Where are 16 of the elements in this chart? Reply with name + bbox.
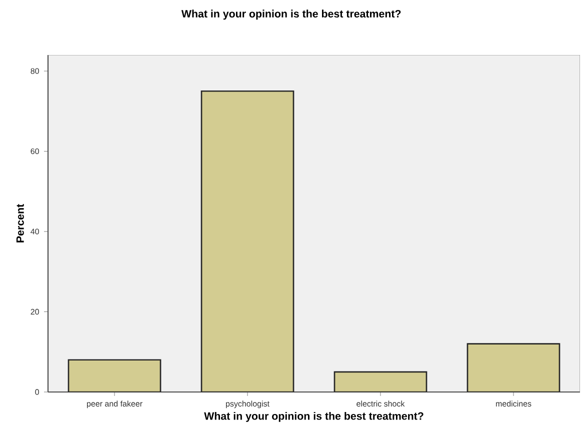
y-tick-label: 40 bbox=[30, 228, 39, 234]
bar bbox=[334, 371, 428, 392]
y-axis-title: Percent bbox=[16, 204, 24, 242]
y-tick-label: 60 bbox=[30, 148, 39, 154]
x-axis-title: What in your opinion is the best treatment? bbox=[204, 412, 424, 422]
y-tick-label: 0 bbox=[35, 389, 39, 395]
bar bbox=[466, 343, 560, 392]
y-tick-label: 20 bbox=[30, 308, 39, 315]
x-tick-label: medicines bbox=[496, 400, 532, 407]
x-tick-label: electric shock bbox=[356, 400, 405, 407]
x-tick-label: peer and fakeer bbox=[87, 400, 142, 408]
y-tick-label: 80 bbox=[30, 68, 39, 74]
bar bbox=[68, 359, 162, 392]
chart-title: What in your opinion is the best treatment? bbox=[181, 10, 401, 20]
bar bbox=[200, 90, 294, 392]
x-tick-label: psychologist bbox=[226, 400, 270, 408]
